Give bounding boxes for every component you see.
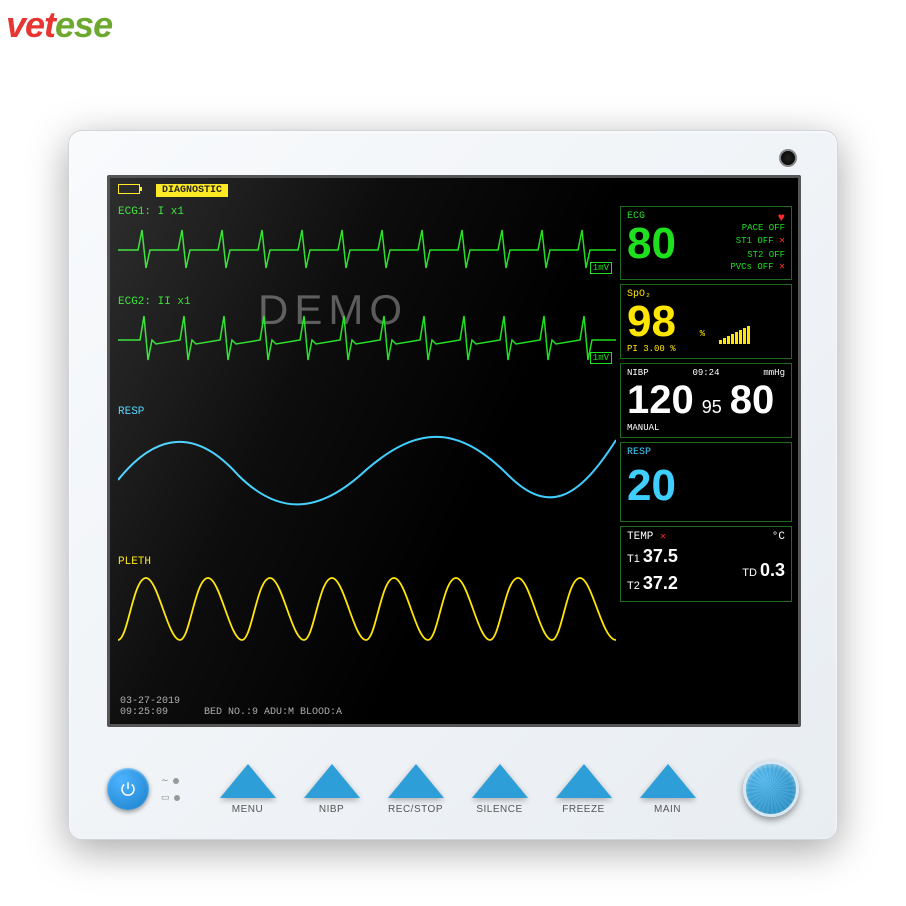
nibp-button[interactable]: NIBP (304, 764, 360, 815)
ecg-st1: ST1 OFF (736, 236, 774, 246)
monitor-screen: DIAGNOSTIC DEMO ECG1: I x1 1mV ECG2: II … (107, 175, 801, 727)
waveform-area: DEMO ECG1: I x1 1mV ECG2: II x1 1mV RESP (118, 206, 616, 696)
ecg1-wave (118, 230, 616, 268)
footer-time: 09:25:09 (120, 707, 180, 718)
status-leds: ∼ ▭ (161, 775, 180, 803)
resp-title: RESP (627, 447, 785, 458)
control-panel: ∼ ▭ MENU NIBP REC/STOP SILENCE FREEZ (107, 761, 799, 817)
main-label: MAIN (654, 804, 681, 815)
resp-wave-label: RESP (118, 406, 616, 418)
temp-title: TEMP (627, 531, 653, 543)
spo2-value: 98 (627, 300, 676, 344)
nibp-time: 09:24 (692, 368, 719, 378)
batt-led-icon (174, 795, 180, 801)
ecg2-label: ECG2: II x1 (118, 296, 616, 308)
triangle-icon (304, 764, 360, 798)
brand-part2: ese (55, 4, 112, 45)
silence-button[interactable]: SILENCE (472, 764, 528, 815)
nibp-sys: 120 (627, 378, 694, 423)
nibp-mode: MANUAL (627, 423, 785, 433)
resp-block: RESP (118, 406, 616, 536)
power-icon (119, 780, 137, 798)
nibp-mean: 95 (702, 397, 722, 418)
rec-stop-button[interactable]: REC/STOP (388, 764, 444, 815)
brand-logo: vetese (6, 4, 112, 46)
silence-label: SILENCE (476, 804, 522, 815)
ecg-vital-box: ♥ ECG 80 PACE OFF ST1 OFF ✕ ST2 OFF PVCs… (620, 206, 792, 280)
spo2-bars-icon (719, 326, 750, 344)
main-button[interactable]: MAIN (640, 764, 696, 815)
footer-bed: BED NO.:9 ADU:M BLOOD:A (204, 707, 342, 718)
ecg1-scale: 1mV (590, 262, 612, 274)
x-icon: ✕ (779, 236, 785, 247)
freeze-label: FREEZE (562, 804, 604, 815)
ecg-pvcs: PVCs OFF (730, 262, 773, 272)
triangle-icon (388, 764, 444, 798)
spo2-pi: PI 3.00 % (627, 344, 785, 354)
temp-t2: 37.2 (643, 573, 678, 593)
pleth-block: PLETH (118, 556, 616, 666)
temp-vital-box: TEMP ✕ °C T1 37.5 T2 37.2 TD 0.3 (620, 526, 792, 602)
triangle-icon (640, 764, 696, 798)
ecg1-block: ECG1: I x1 1mV (118, 206, 616, 296)
screen-footer: 03-27-2019 09:25:09 BED NO.:9 ADU:M BLOO… (120, 696, 788, 718)
temp-t1: 37.5 (643, 546, 678, 566)
heart-icon: ♥ (778, 211, 785, 225)
menu-label: MENU (232, 804, 263, 815)
triangle-icon (220, 764, 276, 798)
resp-wave (118, 437, 616, 505)
recstop-label: REC/STOP (388, 804, 443, 815)
resp-value: 20 (627, 464, 785, 508)
ecg-pace: PACE OFF (730, 222, 785, 235)
nibp-unit: mmHg (763, 368, 785, 378)
temp-td-label: TD (742, 567, 757, 579)
triangle-icon (472, 764, 528, 798)
vitals-panel: ♥ ECG 80 PACE OFF ST1 OFF ✕ ST2 OFF PVCs… (620, 206, 792, 606)
temp-unit: °C (772, 531, 785, 543)
spo2-unit: % (700, 329, 705, 339)
nibp-label: NIBP (319, 804, 344, 815)
temp-t1-label: T1 (627, 553, 640, 565)
ecg2-scale: 1mV (590, 352, 612, 364)
resp-vital-box: RESP 20 (620, 442, 792, 522)
x-icon: ✕ (660, 532, 666, 543)
power-button[interactable] (107, 768, 149, 810)
brand-part1: vet (6, 4, 55, 45)
ac-led-icon (173, 778, 179, 784)
triangle-icon (556, 764, 612, 798)
ecg2-block: ECG2: II x1 1mV (118, 296, 616, 386)
ecg-st2: ST2 OFF (730, 249, 785, 262)
menu-button[interactable]: MENU (220, 764, 276, 815)
battery-icon (118, 184, 140, 194)
rotary-knob[interactable] (743, 761, 799, 817)
pleth-wave (118, 578, 616, 640)
footer-date: 03-27-2019 (120, 696, 180, 707)
pleth-label: PLETH (118, 556, 616, 568)
nibp-dia: 80 (730, 378, 775, 423)
nibp-vital-box: NIBP 09:24 mmHg 120 95 80 MANUAL (620, 363, 792, 438)
camera-icon (779, 149, 797, 167)
ecg2-wave (118, 316, 616, 360)
temp-t2-label: T2 (627, 580, 640, 592)
spo2-vital-box: SpO₂ 98 % PI 3.00 % (620, 284, 792, 359)
patient-monitor-device: DIAGNOSTIC DEMO ECG1: I x1 1mV ECG2: II … (68, 130, 838, 840)
ecg-value: 80 (627, 222, 676, 266)
mode-badge: DIAGNOSTIC (156, 184, 228, 197)
ecg1-label: ECG1: I x1 (118, 206, 616, 218)
nibp-title: NIBP (627, 368, 649, 378)
temp-td: 0.3 (760, 560, 785, 580)
status-bar: DIAGNOSTIC (118, 184, 228, 197)
freeze-button[interactable]: FREEZE (556, 764, 612, 815)
x-icon: ✕ (779, 262, 785, 273)
